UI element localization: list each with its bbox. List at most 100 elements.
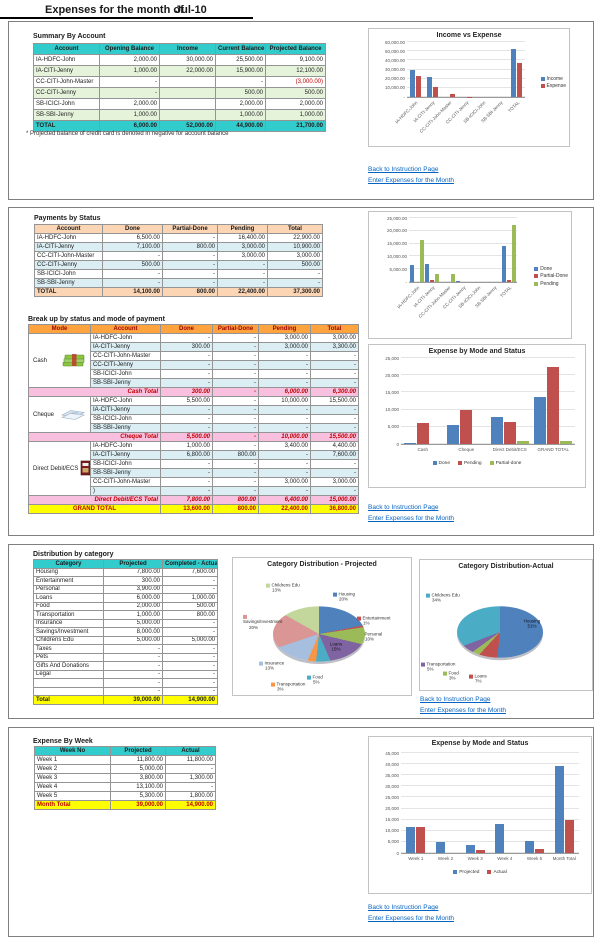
cell[interactable]: Savings/Investment: [33, 627, 104, 637]
enter-expenses-link[interactable]: Enter Expenses for the Month: [420, 707, 506, 714]
cell[interactable]: -: [258, 378, 311, 388]
cell[interactable]: 800.00: [212, 504, 259, 514]
cell[interactable]: [33, 678, 104, 688]
cell[interactable]: 1,000.00: [215, 109, 266, 121]
column-header[interactable]: Partial-Done: [162, 224, 218, 234]
cell[interactable]: SB-SBI-Jenny: [90, 378, 161, 388]
cell[interactable]: Housing: [33, 567, 104, 577]
column-header[interactable]: Done: [160, 324, 213, 334]
cell[interactable]: -: [162, 278, 218, 288]
cell[interactable]: -: [217, 269, 268, 279]
cell[interactable]: -: [258, 423, 311, 433]
column-header[interactable]: Total: [310, 324, 359, 334]
cell[interactable]: 800.00: [212, 450, 259, 460]
cell[interactable]: SB-ICICI-John: [34, 269, 103, 279]
cell[interactable]: 30,000.00: [159, 54, 216, 66]
cell[interactable]: -: [103, 686, 163, 696]
cell[interactable]: -: [160, 459, 213, 469]
cell[interactable]: Food: [33, 601, 104, 611]
cell[interactable]: [33, 686, 104, 696]
cell[interactable]: -: [102, 251, 163, 261]
cell[interactable]: 15,500.00: [310, 396, 359, 406]
cell[interactable]: -: [162, 260, 218, 270]
column-header[interactable]: Done: [102, 224, 163, 234]
cell[interactable]: 11,800.00: [110, 755, 166, 765]
payment-mode-cell[interactable]: Cash: [28, 333, 91, 388]
cell[interactable]: 2,000.00: [103, 601, 163, 611]
cell[interactable]: -: [310, 351, 359, 361]
cell[interactable]: 5,300.00: [110, 791, 166, 801]
cell[interactable]: -: [212, 405, 259, 415]
cell[interactable]: 1,800.00: [165, 791, 216, 801]
cell[interactable]: -: [310, 486, 359, 496]
cell[interactable]: -: [212, 468, 259, 478]
cell[interactable]: 15,000.00: [310, 495, 359, 505]
cell[interactable]: 22,900.00: [267, 233, 323, 243]
expense-by-mode-status-chart[interactable]: Expense by Mode and Status 0 5,000 10,000 15…: [368, 344, 586, 488]
cell[interactable]: -: [258, 405, 311, 415]
expense-by-week-chart[interactable]: Expense by Mode and Status 0 5,000 10,000 15…: [368, 736, 592, 894]
cell[interactable]: -: [162, 644, 218, 654]
cell[interactable]: CC-CITI-John-Master: [90, 477, 161, 487]
cell[interactable]: -: [162, 251, 218, 261]
cell[interactable]: 22,400.00: [217, 287, 268, 297]
enter-expenses-link[interactable]: Enter Expenses for the Month: [368, 915, 454, 922]
cell[interactable]: -: [160, 423, 213, 433]
cell[interactable]: -: [212, 333, 259, 343]
cell[interactable]: [159, 87, 216, 99]
cell[interactable]: 1,000.00: [162, 593, 218, 603]
cell[interactable]: 12,100.00: [265, 65, 326, 77]
payments-status-chart[interactable]: - 5,000.00 10,000.00 15,000.00 20,000.00 25,0…: [368, 211, 572, 339]
cell[interactable]: -: [258, 414, 311, 424]
column-header[interactable]: Pending: [217, 224, 268, 234]
cell[interactable]: 10,900.00: [267, 242, 323, 252]
cell[interactable]: 500.00: [265, 87, 326, 99]
cell[interactable]: 1,000.00: [103, 610, 163, 620]
cell[interactable]: 36,800.00: [310, 504, 359, 514]
cell[interactable]: [159, 109, 216, 121]
cell[interactable]: -: [212, 477, 259, 487]
cell[interactable]: 6,000.00: [258, 387, 311, 397]
payment-mode-cell[interactable]: Direct Debit/ECS: [28, 441, 91, 496]
cell[interactable]: IA-HDFC-John: [33, 54, 100, 66]
column-header[interactable]: Current Balance: [215, 43, 266, 55]
cell[interactable]: 800.00: [212, 495, 259, 505]
cell[interactable]: 6,800.00: [160, 450, 213, 460]
cell[interactable]: 3,000.00: [217, 251, 268, 261]
column-header[interactable]: Pending: [258, 324, 311, 334]
cell[interactable]: 9,100.00: [265, 54, 326, 66]
cell[interactable]: 3,000.00: [310, 477, 359, 487]
cell[interactable]: Week 1: [34, 755, 111, 765]
column-header[interactable]: Opening Balance: [99, 43, 160, 55]
column-header[interactable]: Projected: [103, 559, 163, 569]
category-actual-pie-chart[interactable]: Category Distribution-Actual Housing 51% Lo…: [419, 559, 593, 691]
cell[interactable]: -: [212, 414, 259, 424]
cell[interactable]: 500.00: [215, 87, 266, 99]
cell[interactable]: -: [99, 76, 160, 88]
income-vs-expense-chart[interactable]: Income vs Expense - 10,000.00 20,000.00 30,0…: [368, 28, 570, 147]
cell[interactable]: 4,400.00: [310, 441, 359, 451]
cell[interactable]: 15,900.00: [215, 65, 266, 77]
cell[interactable]: -: [212, 360, 259, 370]
cell[interactable]: 1,000.00: [99, 65, 160, 77]
cell[interactable]: -: [212, 387, 259, 397]
cell[interactable]: -: [310, 423, 359, 433]
back-to-instruction-link[interactable]: Back to Instruction Page: [368, 166, 439, 173]
cell[interactable]: 11,800.00: [165, 755, 216, 765]
cell[interactable]: 3,300.00: [310, 342, 359, 352]
cell[interactable]: CC-CITI-Jenny*: [33, 87, 100, 99]
cell[interactable]: 2,000.00: [99, 54, 160, 66]
column-header[interactable]: Total: [267, 224, 323, 234]
cell[interactable]: -: [162, 576, 218, 586]
cell[interactable]: 1,300.00: [165, 773, 216, 783]
column-header[interactable]: Category: [33, 559, 104, 569]
column-header[interactable]: Projected Balance: [265, 43, 326, 55]
cell[interactable]: -: [103, 669, 163, 679]
category-projected-pie-chart[interactable]: Category Distribution - Projected Housing…: [232, 557, 412, 696]
cell[interactable]: 5,000.00: [110, 764, 166, 774]
cell[interactable]: -: [212, 342, 259, 352]
month-value[interactable]: Jul-10: [175, 4, 207, 16]
enter-expenses-link[interactable]: Enter Expenses for the Month: [368, 177, 454, 184]
cell[interactable]: -: [165, 782, 216, 792]
cell[interactable]: 15,500.00: [310, 432, 359, 442]
